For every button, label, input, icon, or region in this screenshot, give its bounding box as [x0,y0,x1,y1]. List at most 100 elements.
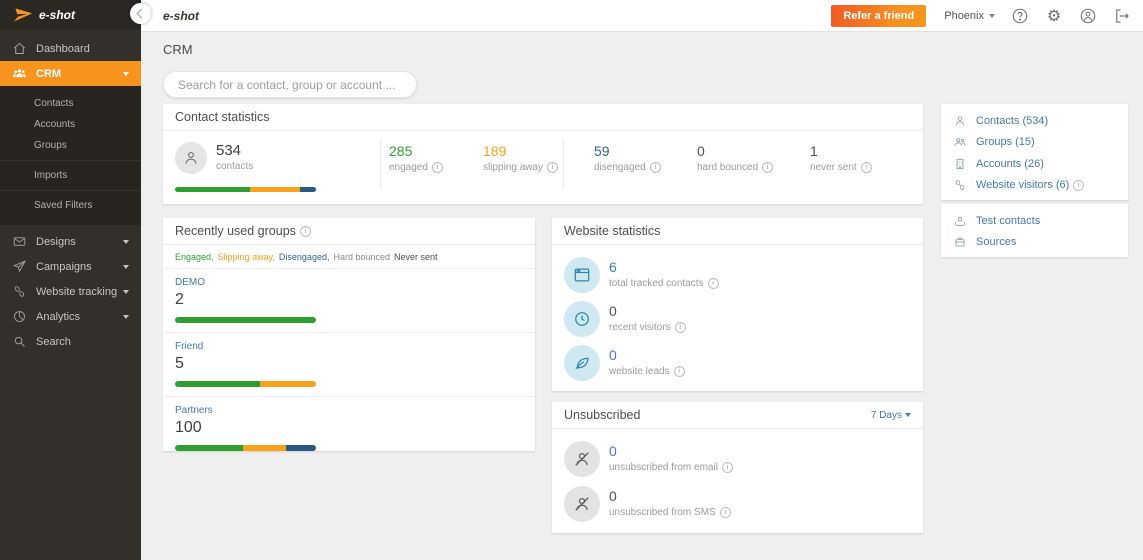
info-icon[interactable] [299,225,311,237]
sidebar-item-crm[interactable]: CRM [0,61,141,86]
submenu-item-imports[interactable]: Imports [34,170,68,181]
info-icon[interactable] [649,162,661,173]
info-icon[interactable] [431,162,443,173]
chevron-down-icon [989,13,995,18]
search-icon [12,334,27,349]
stat-value: 0 [697,143,705,159]
info-icon[interactable] [547,162,559,173]
browser-icon [564,257,600,293]
page-title: CRM [163,42,193,57]
box-icon [953,235,967,249]
settings-gear-icon[interactable] [1045,7,1063,25]
info-icon[interactable] [860,162,872,173]
group-name-link[interactable]: Partners [175,405,213,416]
link-label: Contacts (534) [976,114,1049,127]
header-logo: e-shot [163,8,199,23]
stat-value: 285 [389,143,413,159]
chevron-down-icon [123,289,129,294]
stat-label: engaged [389,162,428,173]
never-sent-stat: 1 never sent [810,143,872,173]
stat-label: unsubscribed from SMS [609,507,716,518]
unsubscribed-email-row: 0 unsubscribed from email [564,441,733,477]
sidebar-item-analytics[interactable]: Analytics [0,304,141,329]
group-count: 2 [175,291,184,308]
website-statistics-card: Website statistics 6 total tracked conta… [552,218,923,391]
stat-label: disengaged [594,162,646,173]
link-sources[interactable]: Sources [941,232,1128,254]
submenu-item-groups[interactable]: Groups [34,140,67,151]
contact-avatar-circle [175,142,207,174]
user-account-icon[interactable] [1079,7,1097,25]
period-label: 7 Days [870,409,902,421]
submenu-item-saved-filters[interactable]: Saved Filters [34,200,93,211]
info-icon[interactable] [719,507,731,518]
submenu-item-contacts[interactable]: Contacts [34,98,74,109]
group-name-link[interactable]: Friend [175,341,204,352]
help-icon[interactable] [1011,7,1029,25]
submenu-item-accounts[interactable]: Accounts [34,119,76,130]
stat-label: contacts [216,161,254,172]
stat-value: 59 [594,143,610,159]
engaged-stat: 285 engaged [389,143,443,173]
logout-icon[interactable] [1113,7,1131,25]
legend-disengaged: Disengaged, [278,252,330,262]
link-website-visitors[interactable]: Website visitors (6) [941,175,1128,197]
footprints-icon [953,178,967,192]
sidebar-item-search[interactable]: Search [0,329,141,354]
brand-name: e-shot [39,8,75,22]
stat-label: total tracked contacts [609,278,704,289]
info-icon[interactable] [707,278,719,289]
legend-slipping-away: Slipping away, [217,252,275,262]
info-icon[interactable] [721,462,733,473]
sidebar-collapse-button[interactable] [130,3,151,24]
people-icon [953,135,967,149]
period-selector[interactable]: 7 Days [871,410,911,421]
info-icon[interactable] [1073,179,1085,191]
group-count: 5 [175,355,184,372]
sidebar-item-designs[interactable]: Designs [0,229,141,254]
home-icon [12,41,27,56]
unsubscribed-sms-row: 0 unsubscribed from SMS [564,486,731,522]
sidebar-item-website-tracking[interactable]: Website tracking [0,279,141,304]
slipping-away-stat: 189 slipping away [483,143,559,173]
account-menu[interactable]: Phoenix [944,10,995,22]
stat-value: 0 [609,488,617,504]
group-status-bar [175,445,316,451]
sidebar-item-label: Website tracking [36,285,118,298]
clock-icon [564,301,600,337]
card-title-text: Website statistics [564,224,661,238]
link-test-contacts[interactable]: Test contacts [941,210,1128,232]
info-icon[interactable] [673,366,685,377]
link-groups[interactable]: Groups (15) [941,132,1128,154]
stat-value: 0 [609,347,617,363]
group-row: Partners 100 [163,397,535,460]
status-legend: Engaged, Slipping away, Disengaged, Hard… [163,245,535,269]
link-accounts[interactable]: Accounts (26) [941,153,1128,175]
legend-never-sent: Never sent [394,252,438,262]
stat-label: never sent [810,162,857,173]
stat-value: 0 [609,303,617,319]
link-contacts[interactable]: Contacts (534) [941,110,1128,132]
group-row: Friend 5 [163,333,535,397]
stat-label: recent visitors [609,322,671,333]
refer-a-friend-button[interactable]: Refer a friend [831,4,927,27]
stat-label: slipping away [483,162,544,173]
chevron-down-icon [905,413,911,417]
sidebar: e-shot Dashboard CRM Contacts Accounts G… [0,0,141,560]
search-input[interactable] [163,71,417,98]
info-icon[interactable] [762,162,774,173]
group-status-bar [175,317,316,323]
stat-value: 189 [483,143,507,159]
group-name-link[interactable]: DEMO [175,277,205,288]
card-title-text: Contact statistics [175,110,270,124]
stat-value: 6 [609,259,617,275]
crm-submenu: Contacts Accounts Groups Imports Saved F… [0,86,141,225]
sidebar-item-label: Campaigns [36,260,92,273]
tray-person-icon [953,214,967,228]
card-title: Contact statistics [163,104,923,131]
sidebar-item-campaigns[interactable]: Campaigns [0,254,141,279]
info-icon[interactable] [674,322,686,333]
person-slash-icon [564,486,600,522]
sidebar-item-dashboard[interactable]: Dashboard [0,36,141,61]
